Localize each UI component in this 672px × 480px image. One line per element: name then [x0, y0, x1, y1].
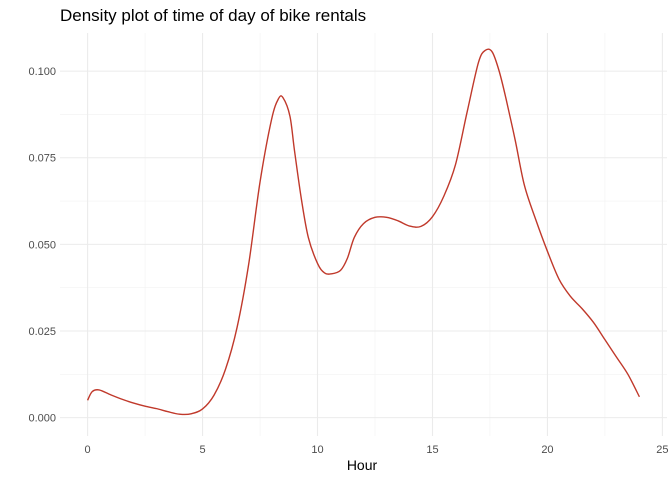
y-axis-tick-labels: 0.000 0.025 0.050 0.075 0.100	[28, 66, 56, 425]
x-tick-label: 15	[426, 444, 438, 456]
x-tick-label: 0	[85, 444, 91, 456]
y-tick-label: 0.000	[28, 413, 56, 425]
x-tick-label: 10	[311, 444, 323, 456]
y-tick-label: 0.075	[28, 153, 56, 165]
y-tick-label: 0.050	[28, 239, 56, 251]
major-gridlines	[60, 33, 667, 436]
density-line	[86, 48, 641, 416]
y-tick-label: 0.100	[28, 66, 56, 78]
x-tick-label: 5	[199, 444, 205, 456]
x-axis-tick-labels: 0 5 10 15 20 25	[85, 444, 669, 456]
x-tick-label: 25	[656, 444, 668, 456]
y-tick-label: 0.025	[28, 326, 56, 338]
chart-title: Density plot of time of day of bike rent…	[60, 6, 366, 25]
x-axis-title: Hour	[347, 457, 378, 473]
x-tick-label: 20	[541, 444, 553, 456]
minor-gridlines	[60, 33, 667, 436]
